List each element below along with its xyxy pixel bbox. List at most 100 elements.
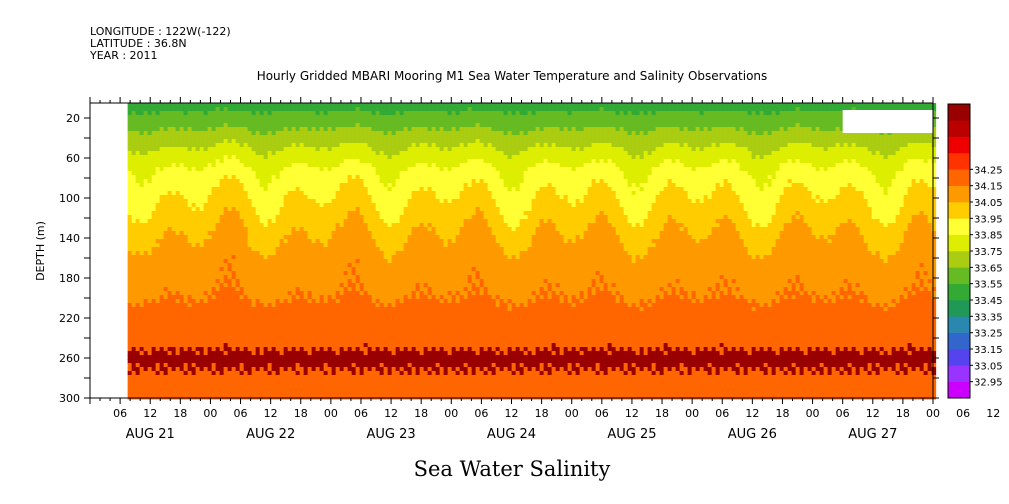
heatmap-cell bbox=[287, 243, 293, 248]
heatmap-cell bbox=[311, 203, 317, 208]
heatmap-cell bbox=[183, 171, 189, 176]
heatmap-cell bbox=[347, 111, 353, 116]
heatmap-cell bbox=[251, 267, 257, 272]
heatmap-cell bbox=[279, 315, 285, 320]
heatmap-cell bbox=[303, 275, 309, 280]
heatmap-cell bbox=[335, 175, 341, 180]
heatmap-cell bbox=[235, 323, 241, 328]
heatmap-cell bbox=[323, 287, 329, 292]
heatmap-cell bbox=[339, 303, 345, 308]
heatmap-cell bbox=[155, 183, 161, 188]
heatmap-cell bbox=[227, 115, 233, 120]
heatmap-cell bbox=[295, 215, 301, 220]
heatmap-cell bbox=[339, 167, 345, 172]
heatmap-cell bbox=[151, 327, 157, 332]
heatmap-cell bbox=[275, 363, 281, 368]
heatmap-cell bbox=[215, 251, 221, 256]
heatmap-cell bbox=[335, 103, 341, 108]
heatmap-cell bbox=[339, 259, 345, 264]
heatmap-cell bbox=[235, 259, 241, 264]
heatmap-cell bbox=[307, 171, 313, 176]
heatmap-cell bbox=[175, 123, 181, 128]
heatmap-cell bbox=[363, 339, 369, 344]
heatmap-cell bbox=[347, 351, 353, 356]
heatmap-cell bbox=[227, 267, 233, 272]
heatmap-cell bbox=[327, 139, 333, 144]
heatmap-cell bbox=[147, 255, 153, 260]
heatmap-cell bbox=[391, 267, 397, 272]
heatmap-cell bbox=[299, 107, 305, 112]
heatmap-cell bbox=[315, 151, 321, 156]
heatmap-cell bbox=[339, 219, 345, 224]
heatmap-cell bbox=[371, 183, 377, 188]
heatmap-cell bbox=[267, 139, 273, 144]
heatmap-cell bbox=[375, 355, 381, 360]
heatmap-cell bbox=[219, 191, 225, 196]
heatmap-cell bbox=[351, 395, 357, 400]
heatmap-cell bbox=[395, 139, 401, 144]
heatmap-cell bbox=[127, 203, 133, 208]
heatmap-cell bbox=[271, 239, 277, 244]
heatmap-cell bbox=[179, 167, 185, 172]
heatmap-cell bbox=[215, 107, 221, 112]
heatmap-cell bbox=[131, 103, 137, 108]
heatmap-cell bbox=[307, 259, 313, 264]
heatmap-cell bbox=[163, 147, 169, 152]
heatmap-cell bbox=[211, 207, 217, 212]
heatmap-cell bbox=[223, 223, 229, 228]
heatmap-cell bbox=[163, 183, 169, 188]
heatmap-cell bbox=[351, 131, 357, 136]
heatmap-cell bbox=[323, 303, 329, 308]
heatmap-cell bbox=[187, 227, 193, 232]
heatmap-cell bbox=[175, 371, 181, 376]
heatmap-cell bbox=[319, 295, 325, 300]
heatmap-cell bbox=[339, 211, 345, 216]
heatmap-cell bbox=[127, 191, 133, 196]
heatmap-cell bbox=[131, 239, 137, 244]
heatmap-cell bbox=[179, 231, 185, 236]
heatmap-cell bbox=[223, 347, 229, 352]
heatmap-cell bbox=[131, 159, 137, 164]
heatmap-cell bbox=[263, 283, 269, 288]
heatmap-cell bbox=[155, 187, 161, 192]
heatmap-cell bbox=[259, 115, 265, 120]
heatmap-cell bbox=[243, 359, 249, 364]
heatmap-cell bbox=[391, 139, 397, 144]
heatmap-cell bbox=[303, 167, 309, 172]
heatmap-cell bbox=[395, 215, 401, 220]
heatmap-cell bbox=[179, 355, 185, 360]
heatmap-cell bbox=[275, 275, 281, 280]
heatmap-cell bbox=[331, 367, 337, 372]
heatmap-cell bbox=[239, 199, 245, 204]
heatmap-cell bbox=[135, 175, 141, 180]
heatmap-cell bbox=[159, 139, 165, 144]
heatmap-cell bbox=[259, 199, 265, 204]
heatmap-cell bbox=[275, 307, 281, 312]
heatmap-cell bbox=[323, 187, 329, 192]
heatmap-cell bbox=[303, 307, 309, 312]
heatmap-cell bbox=[159, 311, 165, 316]
heatmap-cell bbox=[255, 175, 261, 180]
heatmap-cell bbox=[319, 367, 325, 372]
heatmap-cell bbox=[243, 263, 249, 268]
heatmap-cell bbox=[271, 387, 277, 392]
heatmap-cell bbox=[303, 391, 309, 396]
heatmap-cell bbox=[247, 311, 253, 316]
heatmap-cell bbox=[187, 327, 193, 332]
heatmap-cell bbox=[243, 387, 249, 392]
heatmap-cell bbox=[291, 131, 297, 136]
heatmap-cell bbox=[179, 219, 185, 224]
heatmap-cell bbox=[203, 383, 209, 388]
heatmap-cell bbox=[151, 251, 157, 256]
heatmap-cell bbox=[303, 375, 309, 380]
heatmap-cell bbox=[183, 203, 189, 208]
heatmap-cell bbox=[335, 179, 341, 184]
heatmap-cell bbox=[179, 199, 185, 204]
heatmap-cell bbox=[363, 379, 369, 384]
heatmap-cell bbox=[223, 111, 229, 116]
heatmap-cell bbox=[299, 383, 305, 388]
heatmap-cell bbox=[135, 251, 141, 256]
heatmap-cell bbox=[183, 215, 189, 220]
heatmap-cell bbox=[379, 387, 385, 392]
heatmap-cell bbox=[155, 139, 161, 144]
